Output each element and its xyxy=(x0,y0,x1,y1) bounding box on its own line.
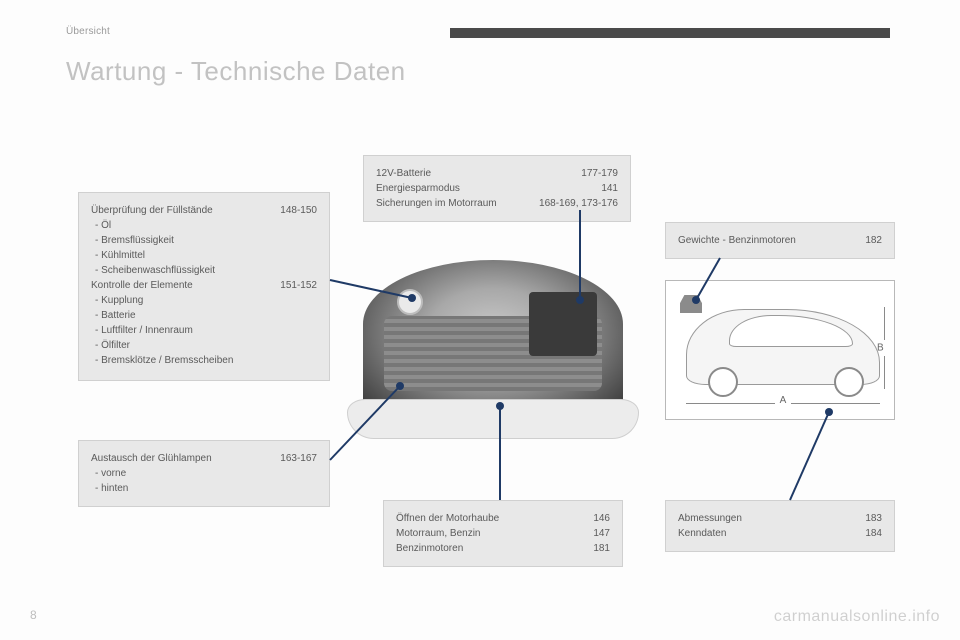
label: Austausch der Glühlampen xyxy=(91,451,272,466)
coolant-cap-icon xyxy=(397,289,423,315)
label: Kenndaten xyxy=(678,526,857,541)
label: Gewichte - Benzinmotoren xyxy=(678,233,857,248)
row-petrol-engines: Benzinmotoren 181 xyxy=(396,541,610,556)
car-side-diagram: A B xyxy=(665,280,895,420)
row-weights: Gewichte - Benzinmotoren 182 xyxy=(678,233,882,248)
list-item: Bremsklötze / Bremsscheiben xyxy=(95,353,317,368)
label: Benzinmotoren xyxy=(396,541,585,556)
front-bumper xyxy=(347,399,638,439)
list-item: Scheibenwaschflüssigkeit xyxy=(95,263,317,278)
page-number: 8 xyxy=(30,608,37,622)
engine-bay-image xyxy=(363,260,623,420)
list-item: Kühlmittel xyxy=(95,248,317,263)
list-inspect-items: Kupplung Batterie Luftfilter / Innenraum… xyxy=(91,293,317,368)
list-bulb-items: vorne hinten xyxy=(91,466,317,496)
row-bulbs: Austausch der Glühlampen 163-167 xyxy=(91,451,317,466)
list-item: Ölfilter xyxy=(95,338,317,353)
pages: 184 xyxy=(857,526,882,541)
pages: 181 xyxy=(585,541,610,556)
card-fluid-levels: Überprüfung der Füllstände 148-150 Öl Br… xyxy=(78,192,330,381)
wheel-icon xyxy=(708,367,738,397)
pages: 151-152 xyxy=(272,278,317,293)
pages: 183 xyxy=(857,511,882,526)
list-item: Kupplung xyxy=(95,293,317,308)
row-energy-save: Energiesparmodus 141 xyxy=(376,181,618,196)
pages: 146 xyxy=(585,511,610,526)
label: 12V-Batterie xyxy=(376,166,573,181)
pages: 168-169, 173-176 xyxy=(531,196,618,211)
list-check-items: Öl Bremsflüssigkeit Kühlmittel Scheibenw… xyxy=(91,218,317,278)
label: Kontrolle der Elemente xyxy=(91,278,272,293)
dimension-b: B xyxy=(878,307,890,389)
card-weights: Gewichte - Benzinmotoren 182 xyxy=(665,222,895,259)
pages: 148-150 xyxy=(272,203,317,218)
section-label: Übersicht xyxy=(66,26,110,37)
dim-label: A xyxy=(777,395,790,406)
wheel-icon xyxy=(834,367,864,397)
label: Motorraum, Benzin xyxy=(396,526,585,541)
card-bulbs: Austausch der Glühlampen 163-167 vorne h… xyxy=(78,440,330,507)
row-dimensions: Abmessungen 183 xyxy=(678,511,882,526)
pages: 182 xyxy=(857,233,882,248)
label: Öffnen der Motorhaube xyxy=(396,511,585,526)
dim-label: B xyxy=(877,343,884,354)
list-item: Öl xyxy=(95,218,317,233)
row-open-bonnet: Öffnen der Motorhaube 146 xyxy=(396,511,610,526)
manual-page: Übersicht Wartung - Technische Daten Übe… xyxy=(0,0,960,640)
card-battery-fuses: 12V-Batterie 177-179 Energiesparmodus 14… xyxy=(363,155,631,222)
label: Energiesparmodus xyxy=(376,181,593,196)
label: Abmessungen xyxy=(678,511,857,526)
header-bar xyxy=(450,28,890,38)
engine-bay xyxy=(363,260,623,420)
list-item: Batterie xyxy=(95,308,317,323)
pages: 163-167 xyxy=(272,451,317,466)
row-check-levels: Überprüfung der Füllstände 148-150 xyxy=(91,203,317,218)
list-item: Bremsflüssigkeit xyxy=(95,233,317,248)
row-identification: Kenndaten 184 xyxy=(678,526,882,541)
label: Sicherungen im Motorraum xyxy=(376,196,531,211)
list-item: hinten xyxy=(95,481,317,496)
page-title: Wartung - Technische Daten xyxy=(66,56,406,87)
card-bonnet: Öffnen der Motorhaube 146 Motorraum, Ben… xyxy=(383,500,623,567)
pages: 147 xyxy=(585,526,610,541)
list-item: vorne xyxy=(95,466,317,481)
dimension-a: A xyxy=(686,397,880,409)
watermark: carmanualsonline.info xyxy=(774,608,940,626)
row-inspect-elements: Kontrolle der Elemente 151-152 xyxy=(91,278,317,293)
pages: 177-179 xyxy=(573,166,618,181)
card-dimensions: Abmessungen 183 Kenndaten 184 xyxy=(665,500,895,552)
row-engine-compartment: Motorraum, Benzin 147 xyxy=(396,526,610,541)
label: Überprüfung der Füllstände xyxy=(91,203,272,218)
row-12v-battery: 12V-Batterie 177-179 xyxy=(376,166,618,181)
list-item: Luftfilter / Innenraum xyxy=(95,323,317,338)
row-fuses: Sicherungen im Motorraum 168-169, 173-17… xyxy=(376,196,618,211)
pages: 141 xyxy=(593,181,618,196)
